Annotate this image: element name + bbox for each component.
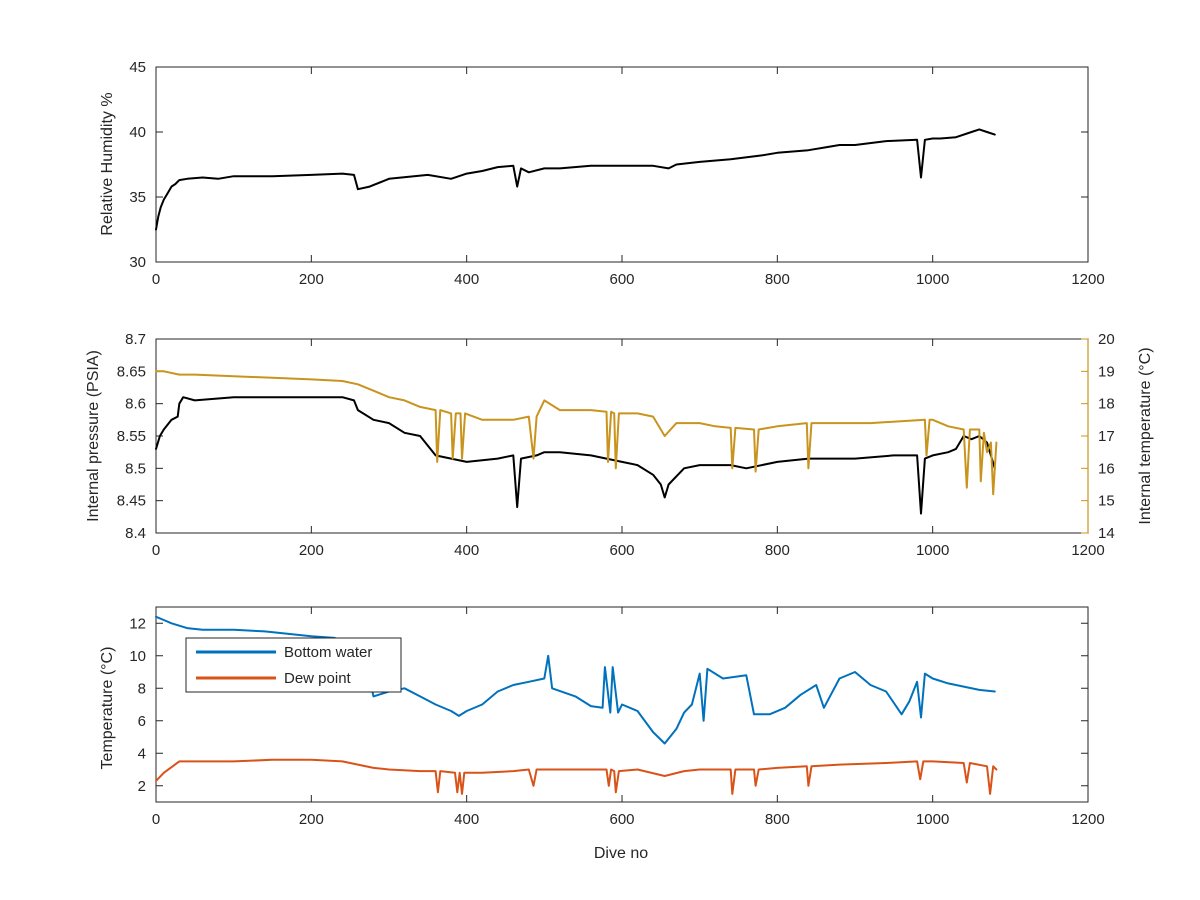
temperature-x-tick-label: 1000 — [916, 811, 949, 828]
pressure-y-tick-label: 8.4 — [125, 525, 146, 542]
humidity-y-tick-label: 30 — [129, 254, 146, 271]
pressure-y-tick-label: 8.45 — [117, 493, 146, 510]
temperature-x-tick-label: 200 — [299, 811, 324, 828]
temperature-y-tick-label: 8 — [138, 680, 146, 697]
legend-label-dew-point: Dew point — [284, 670, 352, 687]
pressure-x-tick-label: 400 — [454, 542, 479, 559]
temperature-panel: Temperature (°C) Dive no 0 200 400 600 800 10… — [99, 606, 1105, 862]
temperature-series-1-line — [155, 758, 998, 795]
temperature-x-tick-label: 0 — [152, 811, 160, 828]
pressure-y2-tick-label: 18 — [1098, 396, 1115, 413]
temperature-y-tick-label: 6 — [138, 713, 146, 730]
pressure-y-tick-label: 8.65 — [117, 363, 146, 380]
humidity-x-tick-label: 200 — [299, 271, 324, 288]
humidity-x-tick-label: 800 — [765, 271, 790, 288]
humidity-x-tick-label: 400 — [454, 271, 479, 288]
pressure-y-tick-label: 8.7 — [125, 331, 146, 348]
pressure-y-tick-label: 8.5 — [125, 460, 146, 477]
pressure-panel: Internal pressure (PSIA) Internal temper… — [85, 331, 1154, 559]
pressure-series-0-line — [155, 396, 996, 515]
pressure-y2-tick-label: 15 — [1098, 493, 1115, 510]
pressure-y-tick-label: 8.6 — [125, 396, 146, 413]
humidity-y-tick-label: 35 — [129, 189, 146, 206]
pressure-y-label: Internal pressure (PSIA) — [85, 350, 102, 522]
humidity-y-label: Relative Humidity % — [99, 92, 116, 235]
humidity-x-tick-label: 0 — [152, 271, 160, 288]
temperature-x-tick-label: 800 — [765, 811, 790, 828]
legend: Bottom water Dew point — [185, 637, 402, 693]
pressure-y2-tick-label: 16 — [1098, 460, 1115, 477]
pressure-x-tick-label: 600 — [609, 542, 634, 559]
pressure-x-tick-label: 0 — [152, 542, 160, 559]
temperature-y-tick-label: 4 — [138, 745, 146, 762]
humidity-x-tick-label: 1200 — [1071, 271, 1104, 288]
temperature-y-tick-label: 2 — [138, 778, 146, 795]
temperature-y2-label: Internal temperature (°C) — [1137, 347, 1154, 524]
pressure-x-tick-label: 200 — [299, 542, 324, 559]
pressure-x-tick-label: 1200 — [1071, 542, 1104, 559]
pressure-series-1-line — [155, 370, 998, 496]
dive-x-label: Dive no — [594, 845, 648, 862]
humidity-y-tick-label: 40 — [129, 124, 146, 141]
humidity-x-tick-label: 600 — [609, 271, 634, 288]
pressure-y2-tick-label: 17 — [1098, 428, 1115, 445]
pressure-y2-tick-label: 19 — [1098, 363, 1115, 380]
temperature-y-tick-label: 10 — [129, 648, 146, 665]
pressure-y2-tick-label: 20 — [1098, 331, 1115, 348]
humidity-x-tick-label: 1000 — [916, 271, 949, 288]
pressure-y-tick-label: 8.55 — [117, 428, 146, 445]
temperature-y-label: Temperature (°C) — [99, 647, 116, 770]
temperature-x-tick-label: 1200 — [1071, 811, 1104, 828]
pressure-x-tick-label: 800 — [765, 542, 790, 559]
pressure-x-tick-label: 1000 — [916, 542, 949, 559]
temperature-y-tick-label: 12 — [129, 615, 146, 632]
temperature-x-tick-label: 600 — [609, 811, 634, 828]
legend-label-bottom-water: Bottom water — [284, 644, 372, 661]
pressure-y2-tick-label: 14 — [1098, 525, 1115, 542]
temperature-x-tick-label: 400 — [454, 811, 479, 828]
humidity-y-tick-label: 45 — [129, 59, 146, 76]
legend-box — [185, 637, 402, 693]
humidity-series-0-line — [155, 128, 996, 231]
humidity-panel: Relative Humidity % 0 200 400 600 800 1000 120… — [99, 59, 1105, 288]
